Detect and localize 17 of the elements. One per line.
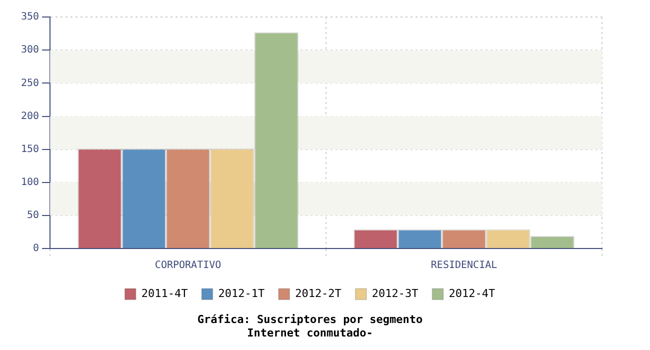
y-tick-label: 50 — [27, 210, 40, 222]
text: Gráfica: Suscriptores por segmento — [197, 313, 423, 326]
legend-label: 2012-2T — [295, 286, 342, 300]
text: Internet conmutado- — [247, 326, 373, 340]
y-tick-label: 350 — [21, 12, 40, 23]
y-tick-label: 0 — [33, 243, 40, 254]
legend-label: 2012-4T — [448, 286, 496, 300]
y-tick-label: 150 — [21, 144, 40, 155]
y-tick-label: 100 — [21, 177, 40, 188]
legend-label: 2012-3T — [372, 286, 419, 300]
legend-label: 2012-1T — [218, 286, 265, 300]
y-tick-label: 300 — [21, 44, 40, 56]
y-tick-label: 200 — [21, 110, 40, 122]
x-tick-label: CORPORATIVO — [154, 260, 222, 272]
legend-label: 2011-4T — [141, 286, 188, 300]
y-tick-label: 250 — [21, 78, 40, 89]
x-tick-label: RESIDENCIAL — [430, 260, 498, 272]
